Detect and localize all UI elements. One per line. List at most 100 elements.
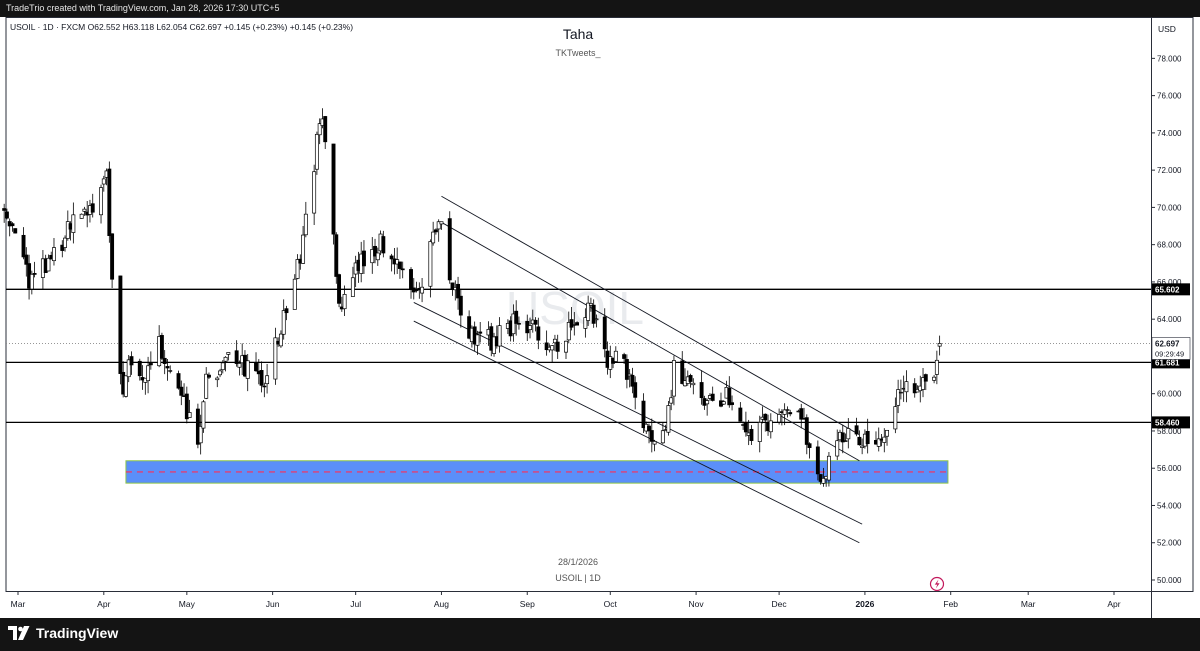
- candle: [536, 317, 541, 350]
- candle: [699, 370, 704, 405]
- candle: [630, 367, 635, 394]
- candle-body: [680, 360, 685, 384]
- candle: [807, 442, 812, 459]
- candle-body: [201, 401, 206, 429]
- candle: [893, 397, 898, 434]
- candle-body: [757, 422, 762, 442]
- chart-border: [5, 17, 1194, 618]
- candle-body: [727, 387, 732, 406]
- candle: [259, 361, 264, 393]
- chart-frame[interactable]: USOIL · 1D · FXCM O62.552 H63.118 L62.05…: [0, 17, 1200, 618]
- candle: [314, 131, 319, 175]
- candle: [652, 439, 657, 452]
- candle-body: [763, 413, 768, 421]
- candle-body: [342, 294, 347, 310]
- candle: [207, 372, 211, 379]
- candle: [146, 356, 151, 394]
- candle-body: [536, 326, 541, 341]
- candle: [591, 299, 596, 328]
- candle: [245, 353, 250, 392]
- candle: [528, 317, 532, 339]
- y-tick-label: 66.000: [1157, 278, 1182, 287]
- candle: [550, 345, 555, 363]
- candle: [362, 240, 366, 274]
- candle-body: [101, 178, 106, 185]
- candle-body: [885, 429, 890, 437]
- candle: [301, 226, 306, 264]
- candle: [342, 285, 347, 316]
- candle: [826, 451, 831, 487]
- candle: [533, 317, 538, 332]
- candle: [552, 334, 557, 352]
- candle: [583, 308, 588, 338]
- candle-body: [204, 373, 209, 399]
- candle-body: [652, 441, 657, 445]
- candle-body: [710, 393, 715, 401]
- candle-body: [90, 203, 95, 213]
- candle-body: [278, 333, 283, 347]
- candle-body: [99, 187, 103, 216]
- level-price-text: 58.460: [1155, 418, 1180, 427]
- candle-body: [265, 375, 270, 385]
- candle: [198, 414, 203, 455]
- candle: [865, 418, 870, 454]
- candle: [921, 367, 925, 398]
- y-tick-label: 78.000: [1157, 54, 1182, 63]
- candle-body: [528, 325, 532, 330]
- candle: [176, 370, 181, 390]
- candle: [843, 433, 848, 442]
- tradingview-logo[interactable]: TradingView: [8, 624, 118, 642]
- candle-body: [564, 340, 568, 353]
- trend-channels[interactable]: [413, 195, 863, 544]
- candle-body: [436, 221, 441, 230]
- price-axis[interactable]: 78.000 76.000 74.000 72.000 70.000 68.000 66.0…: [1151, 54, 1182, 585]
- candle-body: [317, 123, 322, 136]
- x-tick-label: Nov: [689, 599, 705, 609]
- candle-body: [777, 414, 782, 423]
- chart-svg[interactable]: USOIL · 1D · FXCM O62.552 H63.118 L62.05…: [0, 17, 1200, 618]
- candle: [613, 346, 618, 362]
- candle: [555, 334, 560, 359]
- candle: [588, 297, 593, 312]
- candle-body: [433, 229, 438, 233]
- channel-line-2[interactable]: [441, 221, 860, 462]
- candle-body: [245, 360, 250, 379]
- candle-body: [400, 268, 405, 271]
- candle-body: [688, 375, 693, 382]
- candle: [514, 300, 519, 336]
- chart-subtitle: TKTweets_: [555, 48, 601, 58]
- candle: [691, 378, 696, 395]
- candle: [234, 340, 239, 367]
- candle: [719, 392, 723, 408]
- channel-line-4[interactable]: [413, 320, 860, 544]
- demand-zone[interactable]: [125, 460, 949, 484]
- candle-body: [29, 273, 34, 290]
- candle-body: [552, 338, 557, 344]
- candle: [566, 311, 571, 344]
- candle: [912, 378, 917, 398]
- candle: [497, 317, 502, 353]
- candle: [312, 164, 317, 226]
- candle: [860, 438, 865, 455]
- last-price-text: 62.697: [1155, 339, 1180, 348]
- candle-body: [431, 231, 436, 244]
- candle-body: [876, 438, 881, 447]
- candle-body: [854, 425, 859, 435]
- candle: [99, 184, 103, 224]
- candle-body: [284, 308, 289, 314]
- candle: [624, 354, 629, 389]
- candle-body: [110, 233, 115, 280]
- last-price-tag: [1151, 337, 1191, 360]
- candle: [669, 389, 674, 411]
- candle-body: [804, 417, 809, 445]
- candle-body: [314, 133, 319, 170]
- candle-body: [898, 391, 903, 394]
- candle: [317, 118, 322, 145]
- lightning-icon[interactable]: [929, 576, 945, 592]
- channel-line-3[interactable]: [413, 302, 863, 525]
- candle: [846, 418, 851, 449]
- channel-line-1[interactable]: [441, 195, 860, 436]
- time-axis[interactable]: Mar Apr May Jun Jul Aug Sep Oct Nov Dec 2026 Feb Mar…: [11, 591, 1121, 609]
- candle: [414, 281, 419, 293]
- candle-body: [575, 322, 580, 326]
